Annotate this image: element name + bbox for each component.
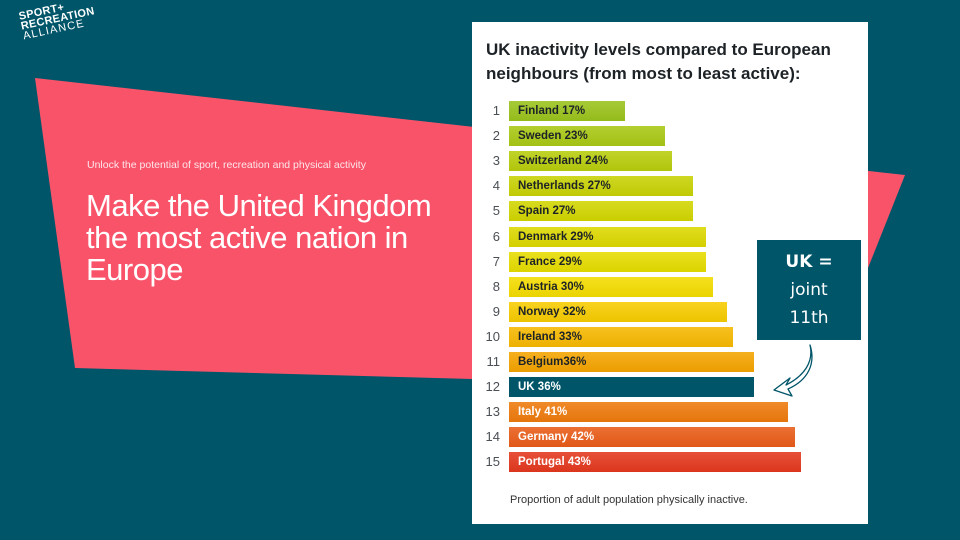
bar-netherlands: Netherlands 27% — [509, 176, 693, 197]
bar-data-label: Norway 32% — [518, 305, 586, 318]
chart-title: UK inactivity levels compared to Europea… — [486, 40, 831, 83]
chart-footnote: Proportion of adult population physicall… — [510, 494, 748, 506]
bar-data-label: Switzerland 24% — [518, 155, 609, 168]
bar-data-label: Sweden 23% — [518, 130, 588, 143]
rank-label: 2 — [492, 128, 500, 144]
bar-italy: Italy 41% — [509, 402, 788, 423]
bar-germany: Germany 42% — [509, 427, 795, 448]
bar-austria: Austria 30% — [509, 276, 713, 297]
bar-data-label: Italy 41% — [518, 406, 568, 419]
callout-line-2: joint — [790, 280, 828, 300]
bar-data-label: Finland 17% — [518, 105, 586, 117]
bar-ireland: Ireland 33% — [509, 326, 734, 347]
bar-belgium: Belgium36% — [509, 352, 754, 372]
bar-data-label: Belgium36% — [518, 356, 587, 368]
bar-denmark: Denmark 29% — [509, 226, 707, 247]
rank-label: 11 — [486, 354, 501, 369]
rank-label: 12 — [485, 379, 500, 395]
uk-rank-callout: UK = joint 11th — [757, 240, 861, 340]
bar-finland: Finland 17% — [509, 101, 625, 121]
bar-data-label: Denmark 29% — [518, 230, 594, 243]
rank-label: 5 — [492, 203, 500, 219]
bar-data-label: Austria 30% — [518, 280, 584, 293]
bar-data-label: UK 36% — [518, 381, 561, 394]
bar-portugal: Portugal 43% — [509, 452, 802, 473]
callout-line-1: UK = — [785, 252, 833, 272]
rank-label: 14 — [485, 429, 500, 445]
rank-label: 9 — [492, 303, 500, 319]
bar-sweden: Sweden 23% — [509, 126, 666, 147]
bar-data-label: Ireland 33% — [518, 330, 582, 343]
bar-data-label: Netherlands 27% — [518, 180, 611, 193]
bar-switzerland: Switzerland 24% — [509, 151, 673, 172]
rank-label: 13 — [485, 404, 500, 420]
rank-label: 3 — [492, 153, 500, 169]
tagline: Unlock the potential of sport, recreatio… — [87, 159, 366, 171]
bar-norway: Norway 32% — [509, 301, 727, 322]
rank-label: 10 — [485, 328, 500, 344]
bar-uk: UK 36% — [509, 377, 754, 398]
bar-data-label: France 29% — [518, 255, 582, 268]
rank-label: 1 — [492, 103, 500, 118]
rank-label: 15 — [485, 454, 500, 470]
rank-label: 4 — [492, 178, 500, 194]
rank-label: 8 — [492, 278, 500, 294]
headline: Make the United Kingdom the most active … — [86, 188, 432, 287]
bar-data-label: Portugal 43% — [518, 456, 591, 469]
bar-data-label: Spain 27% — [518, 205, 576, 218]
bar-spain: Spain 27% — [509, 201, 693, 222]
bar-data-label: Germany 42% — [518, 431, 595, 444]
rank-label: 6 — [492, 228, 500, 244]
bar-france: France 29% — [509, 251, 707, 272]
curved-arrow-icon — [773, 344, 813, 397]
callout-line-3: 11th — [789, 308, 829, 328]
rank-label: 7 — [492, 253, 500, 269]
